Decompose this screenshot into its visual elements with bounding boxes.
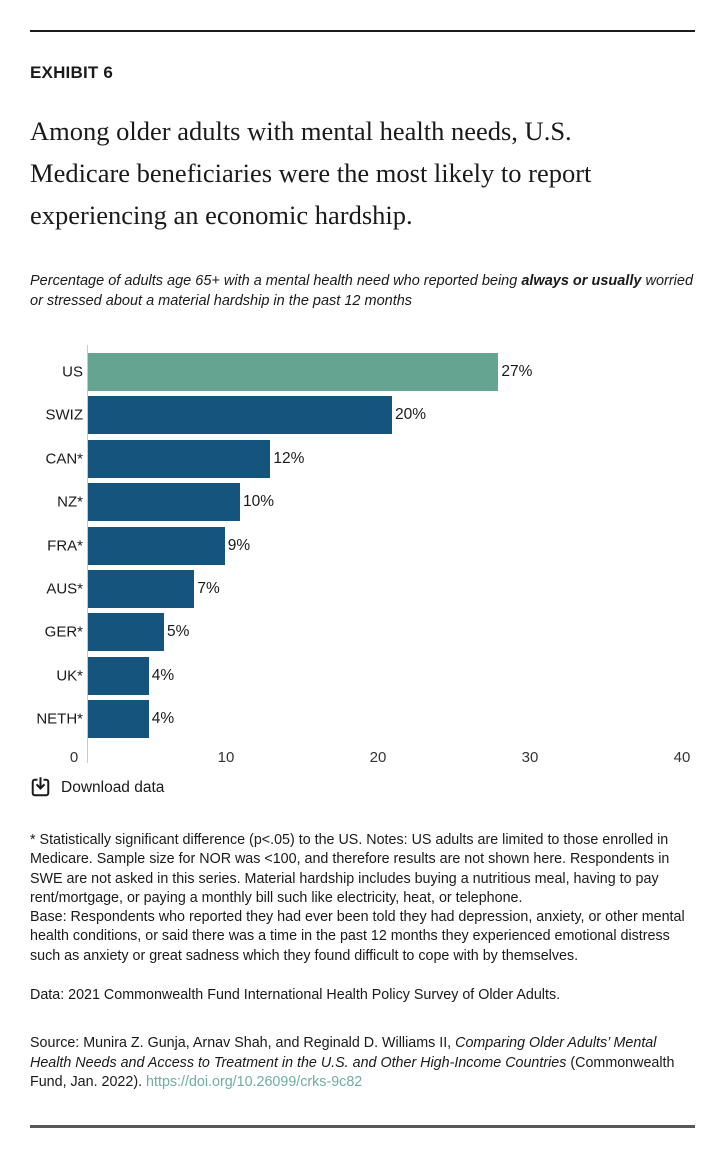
subtitle-post: worried or stressed about a material har… [30, 273, 694, 309]
source-line: Source: Munira Z. Gunja, Arnav Shah, and… [30, 1034, 695, 1092]
bar-value-label: 5% [167, 623, 190, 641]
bar-row: UK* 4% [30, 656, 695, 695]
page-title: Among older adults with mental health ne… [30, 116, 592, 230]
subtitle-bold: always or usually [521, 273, 642, 289]
source-title-italic: Comparing Older Adults’ Mental Health Ne… [30, 1035, 657, 1071]
category-label: CAN* [45, 450, 83, 468]
bar-value-label: 4% [151, 666, 175, 684]
bar-value-label: 12% [273, 449, 305, 467]
bar-row: FRA* 9% [30, 526, 695, 565]
exhibit-label: EXHIBIT 6 [30, 63, 114, 82]
bar-value-label: 9% [227, 536, 251, 554]
bar [88, 353, 499, 391]
bar [88, 483, 240, 522]
category-label: SWIZ [45, 406, 84, 424]
download-icon [30, 777, 51, 798]
x-axis-tick-label: 10 [217, 749, 235, 766]
download-data-button[interactable]: Download data [30, 777, 164, 798]
category-label: NZ* [57, 493, 83, 511]
chart-subtitle: Percentage of adults age 65+ with a ment… [30, 272, 695, 311]
top-divider [30, 30, 695, 32]
bar [88, 613, 164, 652]
x-axis-tick-label: 40 [673, 749, 691, 766]
source-post: (Commonwealth Fund, Jan. 2022). [30, 1054, 675, 1090]
bar-row: US 27% [30, 353, 695, 391]
bar-row: NETH* 4% [30, 700, 695, 739]
x-axis-tick-label: 0 [69, 749, 79, 766]
subtitle-pre: Percentage of adults age 65+ with a ment… [30, 273, 522, 289]
category-label: UK* [56, 667, 83, 685]
bar-value-label: 4% [151, 710, 175, 728]
bar-value-label: 27% [501, 363, 533, 380]
x-axis-tick-label: 20 [369, 749, 387, 766]
exhibit-page: EXHIBIT 6 Among older adults with mental… [30, 30, 695, 1129]
category-label: NETH* [36, 710, 83, 728]
y-axis-line [87, 345, 88, 763]
bar-value-label: 20% [395, 406, 427, 424]
category-label: FRA* [47, 537, 83, 555]
bottom-divider [30, 1125, 695, 1129]
category-label: AUS* [46, 580, 83, 598]
category-label: US [62, 363, 83, 381]
bar [88, 656, 149, 695]
bar-value-label: 7% [197, 580, 220, 597]
footnote-base: Base: Respondents who reported they had … [30, 909, 685, 964]
source-pre: Source: Munira Z. Gunja, Arnav Shah, and… [30, 1035, 456, 1052]
footnote-notes: * Statistically significant difference (… [30, 832, 670, 906]
x-axis-tick-label: 30 [521, 749, 539, 766]
bar-row: NZ* 10% [30, 483, 695, 522]
bar [88, 439, 271, 478]
bar-row: GER* 5% [30, 613, 695, 652]
category-label: GER* [44, 623, 83, 641]
bar-value-label: 10% [243, 493, 275, 511]
bar [88, 570, 195, 608]
data-line: Data: 2021 Commonwealth Fund Internation… [30, 987, 561, 1004]
bar-row: SWIZ 20% [30, 396, 695, 435]
bar-row: CAN* 12% [30, 439, 695, 478]
bar-chart: US 27% SWIZ 20% CAN* 12% NZ* 10% FRA* 9% AUS* 7% GER… [30, 345, 695, 766]
bar [88, 396, 392, 435]
bar [88, 526, 225, 565]
bar-row: AUS* 7% [30, 570, 695, 608]
download-label: Download data [61, 778, 165, 796]
footnotes: * Statistically significant difference (… [30, 831, 695, 966]
bar [88, 700, 149, 739]
doi-link[interactable]: https://doi.org/10.26099/crks-9c82 [146, 1073, 363, 1090]
